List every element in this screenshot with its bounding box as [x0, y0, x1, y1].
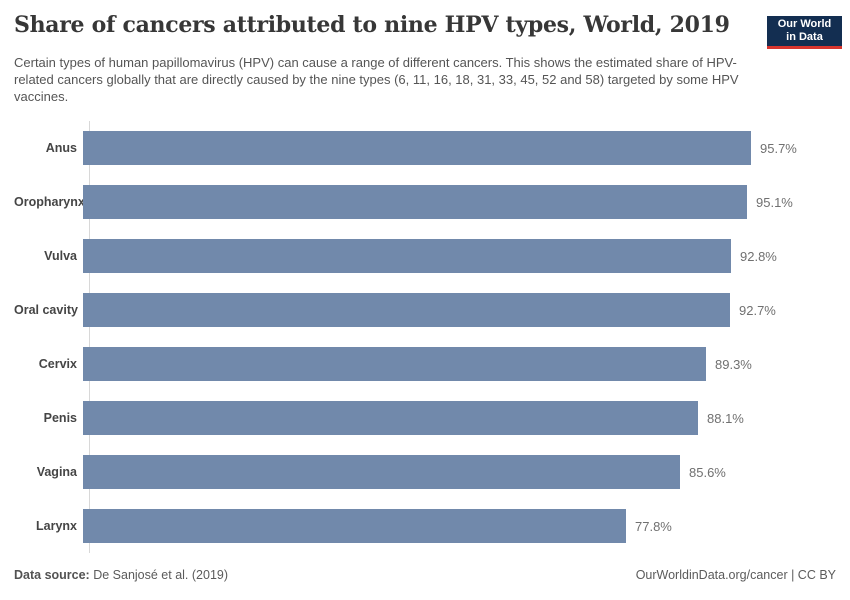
bar-row: Vulva 92.8% [14, 229, 844, 283]
category-label: Oropharynx [14, 195, 85, 209]
bar-row: Anus 95.7% [14, 121, 844, 175]
chart-title: Share of cancers attributed to nine HPV … [14, 12, 730, 38]
bar-row: Cervix 89.3% [14, 337, 844, 391]
owid-logo[interactable]: Our World in Data [767, 16, 842, 49]
owid-logo-line2: in Data [786, 31, 823, 43]
bar[interactable] [83, 131, 751, 165]
bar[interactable] [83, 293, 730, 327]
bar[interactable] [83, 401, 698, 435]
category-label: Oral cavity [14, 303, 78, 317]
value-label: 89.3% [715, 356, 752, 372]
category-label: Anus [45, 141, 77, 155]
bar[interactable] [83, 239, 731, 273]
chart-footer: Data source: De Sanjosé et al. (2019) Ou… [14, 568, 836, 582]
category-label: Larynx [36, 519, 77, 533]
bar[interactable] [83, 455, 680, 489]
category-label: Penis [43, 411, 77, 425]
chart-subtitle: Certain types of human papillomavirus (H… [14, 55, 739, 105]
category-label: Cervix [38, 357, 77, 371]
bar-rows: Anus 95.7% Oropharynx 95.1% Vulva 92.8% Oral c… [14, 121, 844, 553]
value-label: 95.1% [756, 194, 793, 210]
value-label: 77.8% [635, 518, 672, 534]
bar-row: Vagina 85.6% [14, 445, 844, 499]
value-label: 95.7% [760, 140, 797, 156]
category-label: Vagina [36, 465, 77, 479]
bar[interactable] [83, 185, 747, 219]
data-source-note: Data source: De Sanjosé et al. (2019) [14, 568, 228, 582]
value-label: 92.7% [739, 302, 776, 318]
attribution-link[interactable]: OurWorldinData.org/cancer | CC BY [635, 568, 836, 582]
value-label: 85.6% [689, 464, 726, 480]
bar[interactable] [83, 347, 706, 381]
value-label: 92.8% [740, 248, 777, 264]
bar-chart: Anus 95.7% Oropharynx 95.1% Vulva 92.8% Oral c… [14, 121, 844, 553]
bar-row: Larynx 77.8% [14, 499, 844, 553]
bar-row: Oral cavity 92.7% [14, 283, 844, 337]
bar-row: Oropharynx 95.1% [14, 175, 844, 229]
bar[interactable] [83, 509, 626, 543]
bar-row: Penis 88.1% [14, 391, 844, 445]
category-label: Vulva [44, 249, 77, 263]
y-axis-line [89, 121, 90, 553]
data-source-value: De Sanjosé et al. (2019) [89, 568, 229, 582]
owid-logo-line1: Our World [777, 18, 832, 31]
value-label: 88.1% [707, 410, 744, 426]
data-source-label: Data source: [14, 568, 90, 582]
